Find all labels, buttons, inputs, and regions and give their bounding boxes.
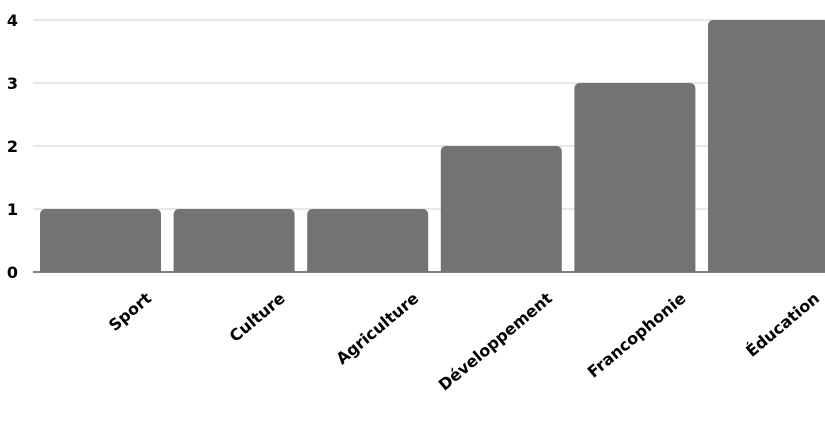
x-category-label: Développement [435,288,556,394]
x-category-label: Sport [105,288,155,335]
y-tick-label: 0 [7,263,18,282]
bar-culture [173,209,295,272]
y-tick-label: 1 [7,200,18,219]
bars [40,20,825,272]
x-category-label: Éducation [742,289,823,361]
y-axis-ticks: 0 1 2 3 4 [7,11,18,282]
bar-francophonie [574,83,696,272]
x-axis-labels: Sport Culture Agriculture Développement Fran… [105,288,823,394]
bar-développement [440,146,562,272]
y-tick-label: 3 [7,74,18,93]
y-tick-label: 4 [7,11,18,30]
x-category-label: Agriculture [332,288,422,368]
bar-agriculture [307,209,429,272]
y-tick-label: 2 [7,137,18,156]
x-category-label: Francophonie [584,288,690,381]
bar-sport [40,209,161,272]
x-category-label: Culture [226,288,289,345]
bar-éducation [708,20,825,272]
